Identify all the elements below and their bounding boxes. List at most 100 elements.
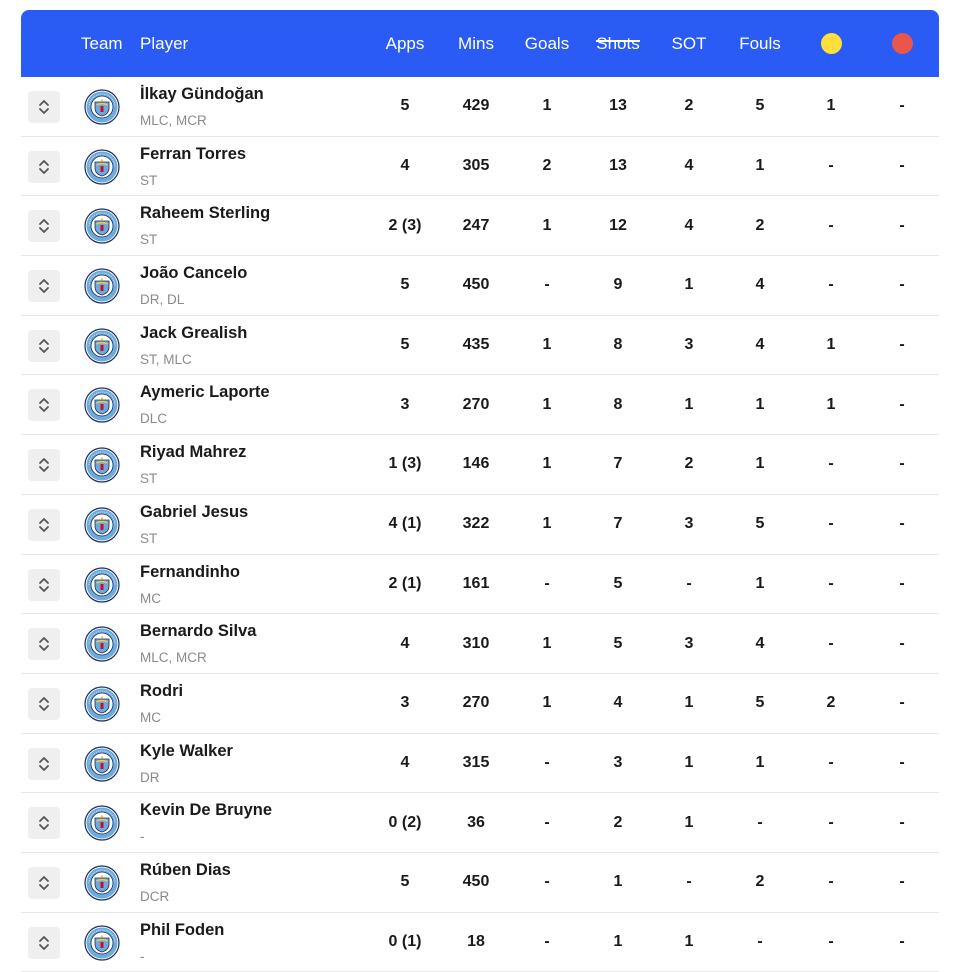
goals-value: 1 bbox=[542, 694, 552, 712]
yellow-cards-value: - bbox=[828, 216, 834, 234]
sort-updown-icon[interactable] bbox=[28, 747, 60, 780]
sot-value: 3 bbox=[684, 336, 694, 354]
manchester-city-crest-icon bbox=[84, 865, 120, 901]
manchester-city-crest-icon bbox=[84, 328, 120, 364]
sort-updown-icon[interactable] bbox=[28, 389, 60, 422]
table-row: Rúben Dias DCR 5 450 - 1 - 2 - - bbox=[21, 853, 939, 913]
apps-value: 4 (1) bbox=[388, 515, 422, 533]
fouls-value: - bbox=[757, 813, 763, 831]
player-name[interactable]: Rodri bbox=[140, 681, 184, 700]
shots-value: 5 bbox=[613, 574, 623, 592]
header-yellow-cards[interactable] bbox=[799, 10, 863, 77]
player-name[interactable]: Phil Foden bbox=[140, 920, 225, 939]
player-name[interactable]: Kyle Walker bbox=[140, 741, 233, 760]
sort-updown-icon[interactable] bbox=[28, 508, 60, 541]
player-name[interactable]: Kevin De Bruyne bbox=[140, 801, 273, 820]
player-name[interactable]: Ferran Torres bbox=[140, 144, 247, 163]
fouls-value: 2 bbox=[755, 216, 765, 234]
table-row: Jack Grealish ST, MLC 5 435 1 8 3 4 1 - bbox=[21, 316, 939, 376]
sot-value: 4 bbox=[684, 216, 694, 234]
yellow-cards-value: - bbox=[828, 455, 834, 473]
header-apps[interactable]: Apps bbox=[385, 33, 425, 53]
sort-updown-icon[interactable] bbox=[28, 210, 60, 243]
header-shots-label: Shots bbox=[586, 34, 649, 54]
goals-value: 1 bbox=[542, 515, 552, 533]
shots-value: 12 bbox=[609, 216, 627, 234]
player-name[interactable]: Riyad Mahrez bbox=[140, 443, 247, 462]
player-name[interactable]: Rúben Dias bbox=[140, 860, 231, 879]
red-cards-value: - bbox=[899, 873, 905, 891]
goals-value: - bbox=[544, 753, 550, 771]
table-row: Aymeric Laporte DLC 3 270 1 8 1 1 1 - bbox=[21, 375, 939, 436]
sort-updown-icon[interactable] bbox=[28, 329, 60, 362]
sort-updown-icon[interactable] bbox=[28, 150, 60, 183]
table-row: João Cancelo DR, DL 5 450 - 9 1 4 - - bbox=[21, 256, 939, 316]
manchester-city-crest-icon bbox=[84, 208, 120, 244]
table-body: İlkay Gündoğan MLC, MCR 5 429 1 13 2 5 1… bbox=[21, 77, 939, 972]
player-name[interactable]: João Cancelo bbox=[140, 264, 248, 283]
sort-updown-icon[interactable] bbox=[28, 270, 60, 303]
player-name[interactable]: İlkay Gündoğan bbox=[140, 85, 264, 103]
player-position: DR bbox=[140, 769, 160, 785]
fouls-value: 4 bbox=[755, 336, 765, 354]
shots-value: 13 bbox=[609, 97, 627, 115]
sort-updown-icon[interactable] bbox=[28, 687, 60, 720]
goals-value: 2 bbox=[542, 157, 552, 175]
sort-updown-icon[interactable] bbox=[28, 866, 60, 899]
sot-value: 1 bbox=[684, 395, 694, 413]
header-mins[interactable]: Mins bbox=[458, 33, 494, 53]
sort-updown-icon[interactable] bbox=[28, 807, 60, 840]
player-name[interactable]: Aymeric Laporte bbox=[140, 383, 270, 402]
sort-updown-icon[interactable] bbox=[28, 449, 60, 482]
sot-value: 2 bbox=[684, 97, 694, 115]
red-cards-value: - bbox=[899, 813, 905, 831]
red-cards-value: - bbox=[899, 634, 905, 652]
yellow-cards-value: - bbox=[828, 515, 834, 533]
manchester-city-crest-icon bbox=[84, 626, 120, 662]
table-row: Kevin De Bruyne - 0 (2) 36 - 2 1 - - - bbox=[21, 793, 939, 853]
goals-value: 1 bbox=[542, 634, 552, 652]
shots-value: 1 bbox=[613, 932, 623, 950]
shots-value: 5 bbox=[613, 634, 623, 652]
player-name[interactable]: Gabriel Jesus bbox=[140, 502, 249, 521]
mins-value: 36 bbox=[467, 813, 485, 831]
header-player[interactable]: Player bbox=[140, 33, 189, 53]
apps-value: 1 (3) bbox=[388, 455, 422, 473]
player-position: MC bbox=[140, 590, 161, 606]
yellow-cards-value: - bbox=[828, 574, 834, 592]
header-shots-sorted[interactable]: Shots bbox=[586, 10, 650, 77]
red-cards-value: - bbox=[899, 753, 905, 771]
red-cards-value: - bbox=[899, 515, 905, 533]
apps-value: 2 (3) bbox=[388, 216, 422, 234]
header-fouls[interactable]: Fouls bbox=[739, 33, 781, 53]
header-goals[interactable]: Goals bbox=[524, 33, 570, 53]
player-name[interactable]: Jack Grealish bbox=[140, 323, 248, 342]
table-row: Bernardo Silva MLC, MCR 4 310 1 5 3 4 - … bbox=[21, 614, 939, 674]
sort-updown-icon[interactable] bbox=[28, 568, 60, 601]
header-team[interactable]: Team bbox=[81, 33, 123, 53]
mins-value: 305 bbox=[462, 157, 490, 175]
red-cards-value: - bbox=[899, 932, 905, 950]
player-position: DLC bbox=[140, 411, 168, 427]
player-name[interactable]: Fernandinho bbox=[140, 562, 240, 581]
sort-updown-icon[interactable] bbox=[28, 628, 60, 661]
player-name[interactable]: Raheem Sterling bbox=[140, 204, 271, 223]
header-sot[interactable]: SOT bbox=[671, 33, 707, 53]
sort-updown-icon[interactable] bbox=[28, 926, 60, 959]
fouls-value: - bbox=[757, 932, 763, 950]
player-name[interactable]: Bernardo Silva bbox=[140, 622, 257, 641]
manchester-city-crest-icon bbox=[84, 566, 120, 603]
yellow-cards-value: 1 bbox=[826, 97, 836, 115]
mins-value: 146 bbox=[462, 455, 490, 473]
header-red-cards[interactable] bbox=[870, 10, 934, 77]
apps-value: 4 bbox=[400, 753, 410, 771]
fouls-value: 1 bbox=[755, 157, 765, 175]
mins-value: 247 bbox=[462, 216, 490, 234]
player-position: - bbox=[140, 948, 145, 964]
goals-value: - bbox=[544, 813, 550, 831]
shots-value: 4 bbox=[613, 694, 623, 712]
red-cards-value: - bbox=[899, 157, 905, 175]
goals-value: - bbox=[544, 873, 550, 891]
sort-updown-icon[interactable] bbox=[28, 91, 60, 123]
table-row: İlkay Gündoğan MLC, MCR 5 429 1 13 2 5 1… bbox=[21, 77, 939, 137]
